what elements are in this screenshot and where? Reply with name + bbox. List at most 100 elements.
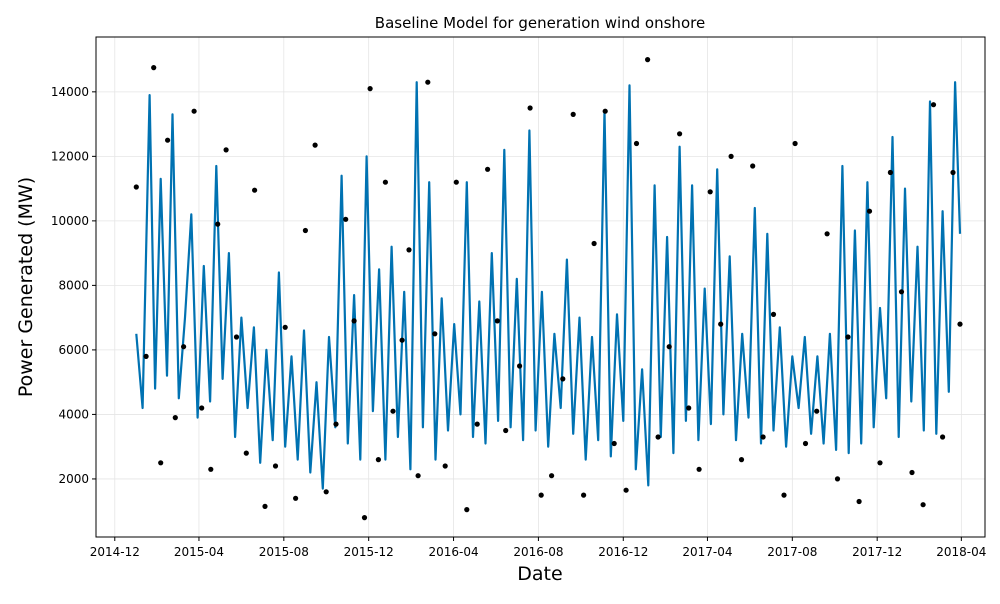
observed-point	[172, 415, 178, 421]
observed-point	[824, 231, 830, 237]
observed-point	[781, 492, 787, 498]
observed-point	[158, 460, 164, 466]
x-tick-label: 2016-12	[598, 545, 648, 559]
forecast-line-layer	[135, 81, 962, 490]
plot-area-frame	[95, 36, 986, 538]
observed-point	[151, 65, 157, 71]
observed-point	[677, 131, 683, 137]
observed-point	[474, 421, 480, 427]
observed-point	[432, 331, 438, 337]
observed-point	[877, 460, 883, 466]
observed-point	[517, 363, 523, 369]
observed-point	[191, 108, 197, 114]
observed-point	[442, 463, 448, 469]
y-tick-label: 4000	[58, 407, 89, 421]
observed-point	[570, 111, 576, 117]
observed-point	[538, 492, 544, 498]
observed-point	[282, 324, 288, 330]
observed-point	[920, 502, 926, 508]
observed-point	[738, 457, 745, 463]
observed-point	[611, 440, 617, 447]
forecast-line	[135, 81, 962, 490]
observed-point	[792, 140, 798, 147]
observed-point	[390, 408, 396, 414]
observed-point	[399, 337, 405, 343]
observed-point	[591, 240, 597, 247]
observed-point	[406, 247, 412, 253]
observed-point	[602, 108, 608, 114]
observed-point	[750, 163, 756, 169]
observed-point	[802, 440, 809, 447]
observed-point	[485, 166, 491, 172]
observed-point	[814, 408, 820, 414]
y-tick-label: 14000	[51, 85, 89, 99]
observed-point	[143, 353, 149, 359]
observed-point	[415, 473, 421, 479]
observed-point	[233, 334, 240, 340]
observed-point	[633, 140, 640, 147]
observed-point	[940, 434, 946, 440]
observed-point	[728, 153, 734, 159]
y-tick-label: 2000	[58, 472, 89, 486]
observed-point	[898, 289, 905, 295]
observed-point	[696, 466, 702, 472]
observed-point	[581, 492, 587, 498]
y-tick-label: 10000	[51, 214, 89, 228]
observed-point	[718, 321, 724, 327]
observed-point	[208, 466, 214, 472]
observed-point	[312, 142, 318, 148]
observed-point	[623, 487, 629, 493]
observed-point	[655, 434, 661, 440]
observed-point	[133, 184, 139, 190]
y-tick-label: 8000	[58, 278, 89, 292]
observed-point	[351, 318, 357, 324]
observed-point	[367, 86, 373, 92]
observed-point	[707, 189, 713, 195]
observed-point	[866, 208, 873, 214]
observed-points-layer	[133, 57, 963, 521]
x-tick-label: 2018-04	[936, 545, 986, 559]
x-tick-label: 2016-08	[513, 545, 563, 559]
grid-lines	[96, 37, 985, 537]
observed-point	[464, 507, 470, 513]
x-tick-label: 2015-04	[174, 545, 224, 559]
x-tick-label: 2016-04	[428, 545, 478, 559]
x-tick-label: 2017-04	[682, 545, 732, 559]
observed-point	[909, 469, 915, 476]
observed-point	[770, 311, 777, 317]
observed-point	[181, 344, 187, 350]
observed-point	[361, 515, 368, 521]
observed-point	[453, 179, 459, 185]
x-tick-label: 2015-12	[344, 545, 394, 559]
y-axis-ticks: 2000 4000 6000 8000 10000 12000 14000	[51, 85, 96, 486]
observed-point	[252, 187, 258, 193]
observed-point	[333, 421, 339, 427]
observed-point	[215, 221, 221, 227]
observed-point	[223, 147, 229, 153]
observed-point	[666, 344, 672, 350]
observed-point	[560, 376, 566, 382]
observed-point	[686, 405, 692, 411]
observed-point	[856, 498, 862, 505]
observed-point	[930, 102, 937, 108]
x-tick-label: 2017-12	[852, 545, 902, 559]
observed-point	[760, 434, 766, 440]
observed-point	[834, 476, 841, 482]
observed-point	[845, 334, 851, 340]
observed-point	[343, 216, 349, 222]
observed-point	[887, 169, 894, 176]
observed-point	[549, 473, 555, 479]
x-axis-label: Date	[517, 563, 562, 585]
observed-point	[272, 463, 279, 469]
observed-point	[293, 495, 299, 501]
x-tick-label: 2017-08	[767, 545, 817, 559]
observed-point	[302, 227, 308, 234]
observed-point	[503, 427, 509, 434]
observed-point	[382, 179, 388, 185]
y-tick-label: 12000	[51, 149, 89, 163]
observed-point	[425, 79, 431, 85]
x-tick-label: 2014-12	[90, 545, 140, 559]
y-axis-label: Power Generated (MW)	[15, 177, 37, 397]
